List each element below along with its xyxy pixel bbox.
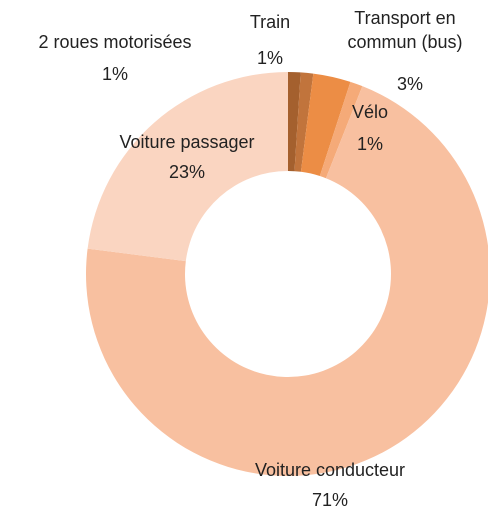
value-label: 3% [396,74,424,94]
slice [288,72,301,172]
slice-label: Voiture passager [119,132,255,152]
slice [319,81,363,179]
slice [86,86,488,476]
value-label: 1% [356,134,384,154]
slice-label: Train [249,12,291,32]
slice [294,72,314,172]
value-label: 23% [168,162,206,182]
slice-label: 2 roues motorisées [38,32,192,52]
slice [87,72,288,262]
slice [300,73,351,177]
slice-label: Voiture conducteur [254,460,406,480]
value-label: 1% [256,48,284,68]
value-label: 1% [101,64,129,84]
slice-label: Transport en commun (bus) [347,8,463,52]
slice-label: Vélo [351,102,389,122]
value-label: 71% [311,490,349,510]
